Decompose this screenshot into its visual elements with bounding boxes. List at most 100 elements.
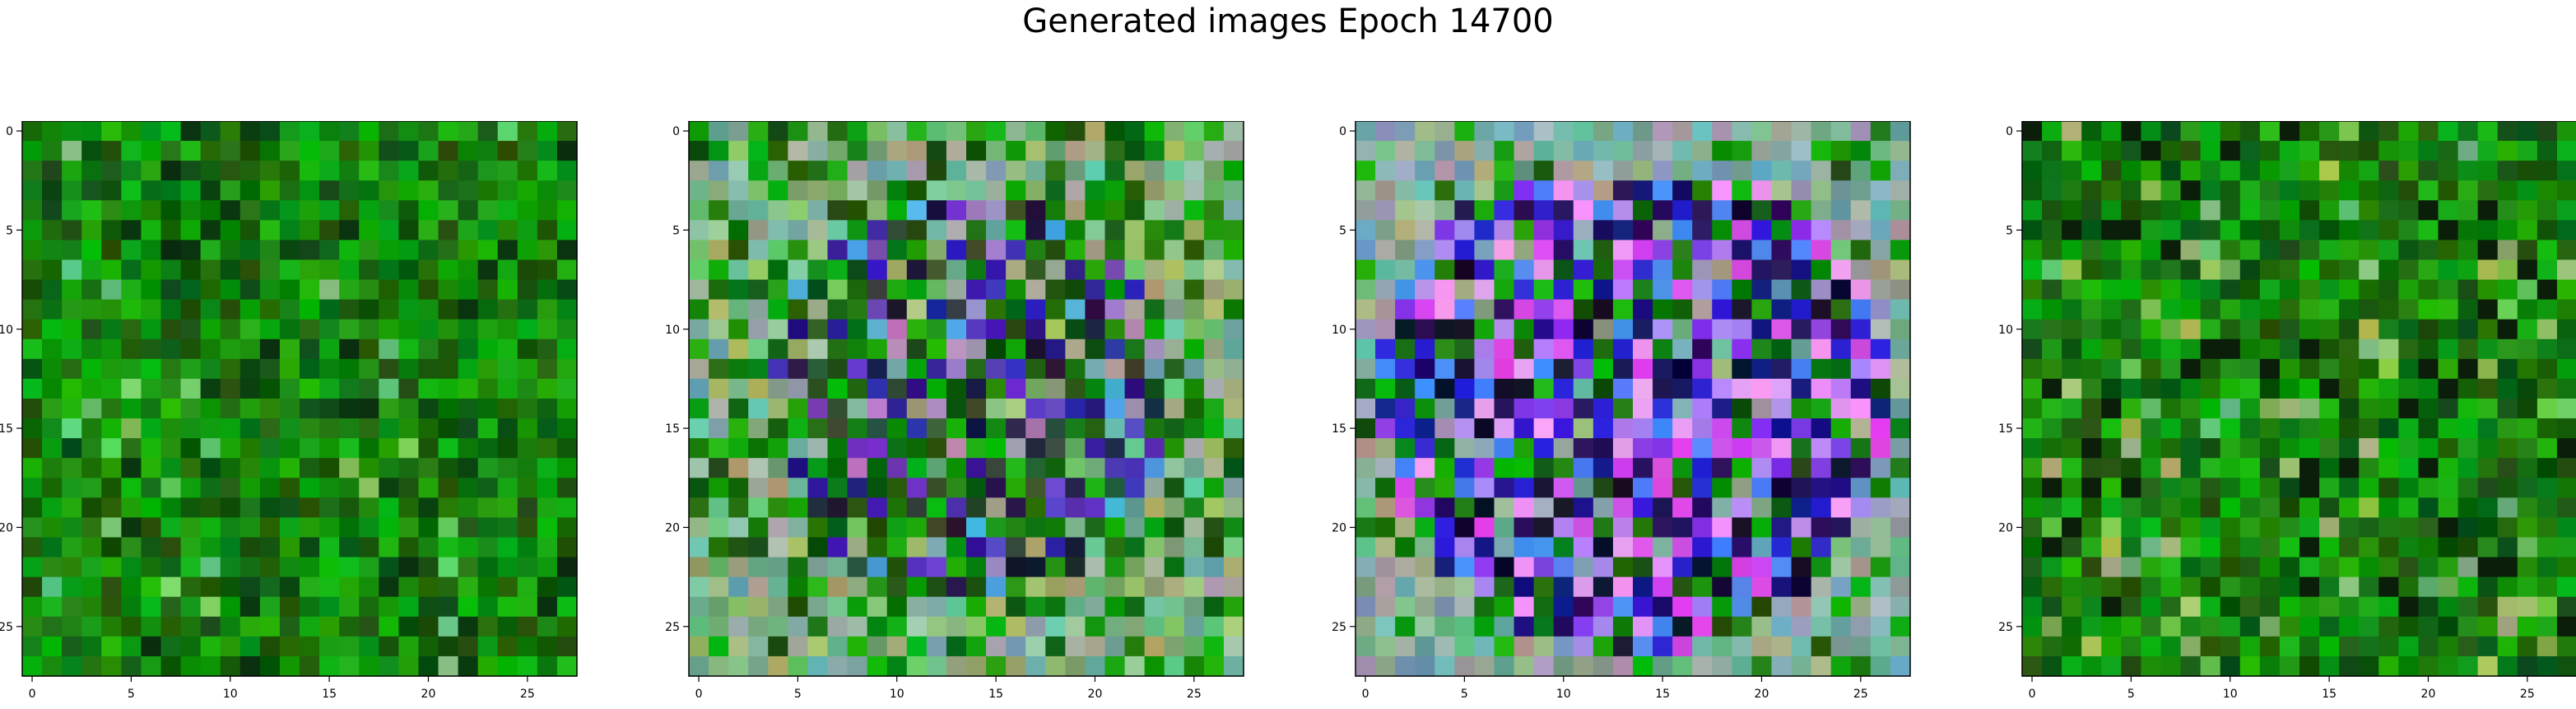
pixel: [101, 141, 122, 161]
pixel: [359, 299, 379, 320]
pixel: [728, 259, 749, 281]
pixel: [2101, 161, 2122, 181]
pixel: [926, 497, 947, 519]
pixel: [1514, 497, 1535, 519]
pixel: [1830, 220, 1852, 241]
pixel: [986, 358, 1007, 380]
pixel: [2200, 418, 2221, 439]
pixel: [2022, 161, 2043, 181]
pixel: [1732, 576, 1753, 598]
pixel: [22, 121, 43, 142]
pixel: [1593, 299, 1614, 320]
pixel: [1771, 458, 1793, 478]
pixel: [2141, 636, 2162, 657]
pixel: [1025, 240, 1046, 261]
pixel: [2042, 378, 2062, 399]
pixel: [398, 378, 420, 399]
pixel: [2220, 338, 2241, 360]
pixel: [438, 458, 459, 478]
pixel: [458, 121, 479, 142]
pixel: [2319, 358, 2340, 380]
pixel: [180, 418, 202, 439]
pixel: [1006, 636, 1026, 657]
pixel: [22, 655, 43, 677]
pixel: [2259, 438, 2281, 459]
pixel: [1434, 220, 1455, 241]
pixel: [1830, 636, 1852, 657]
pixel: [160, 497, 182, 519]
pixel: [1183, 497, 1205, 519]
pixel: [2259, 557, 2281, 578]
pixel: [458, 616, 479, 637]
pixel: [2101, 259, 2122, 281]
pixel: [339, 299, 360, 320]
pixel: [1751, 240, 1773, 261]
pixel: [141, 497, 162, 519]
pixel: [101, 180, 122, 201]
pixel: [728, 399, 749, 419]
pixel: [180, 636, 202, 657]
pixel: [768, 478, 788, 498]
pixel: [2299, 438, 2320, 459]
pixel: [2081, 180, 2102, 201]
pixel: [438, 557, 459, 578]
pixel: [788, 141, 809, 161]
pixel: [2378, 636, 2399, 657]
pixel: [497, 240, 518, 261]
pixel: [2239, 299, 2261, 320]
pixel: [1065, 616, 1086, 637]
pixel: [1870, 299, 1891, 320]
pixel: [1692, 121, 1713, 142]
pixel: [200, 537, 221, 558]
pixel: [867, 655, 888, 677]
pixel: [2556, 319, 2576, 340]
pixel: [2121, 338, 2142, 360]
pixel: [2259, 161, 2281, 181]
pixel: [2200, 557, 2221, 578]
pixel: [1553, 299, 1574, 320]
pixel: [1771, 141, 1793, 161]
pixel: [1144, 636, 1165, 657]
pixel: [398, 537, 420, 558]
pixel: [709, 358, 729, 380]
pixel: [537, 655, 558, 677]
pixel: [1494, 121, 1515, 142]
x-tick-label: 5: [2127, 688, 2135, 701]
pixel: [1223, 557, 1244, 578]
pixel: [418, 596, 439, 618]
pixel: [827, 557, 849, 578]
pixel: [1474, 636, 1495, 657]
pixel: [2239, 655, 2261, 677]
pixel: [42, 319, 63, 340]
pixel: [1850, 438, 1872, 459]
pixel: [966, 576, 987, 598]
pixel: [1593, 220, 1614, 241]
pixel: [2279, 319, 2300, 340]
pixel: [497, 141, 518, 161]
pixel: [2180, 616, 2202, 637]
pixel: [1025, 497, 1046, 519]
pixel: [239, 636, 261, 657]
pixel: [22, 279, 43, 301]
pixel: [319, 220, 340, 241]
pixel: [1355, 616, 1376, 637]
pixel: [259, 161, 281, 181]
pixel: [2299, 557, 2320, 578]
pixel: [101, 121, 122, 142]
pixel: [1533, 220, 1555, 241]
pixel: [398, 438, 420, 459]
pixel: [398, 358, 420, 380]
pixel: [1692, 338, 1713, 360]
pixel: [847, 576, 868, 598]
pixel: [1514, 180, 1535, 201]
pixel: [1751, 616, 1773, 637]
pixel: [556, 596, 578, 618]
pixel: [359, 596, 379, 618]
pixel: [200, 259, 221, 281]
pixel: [1164, 161, 1185, 181]
pixel: [1104, 596, 1126, 618]
pixel: [42, 537, 63, 558]
pixel: [1890, 576, 1911, 598]
pixel: [497, 557, 518, 578]
pixel: [141, 418, 162, 439]
